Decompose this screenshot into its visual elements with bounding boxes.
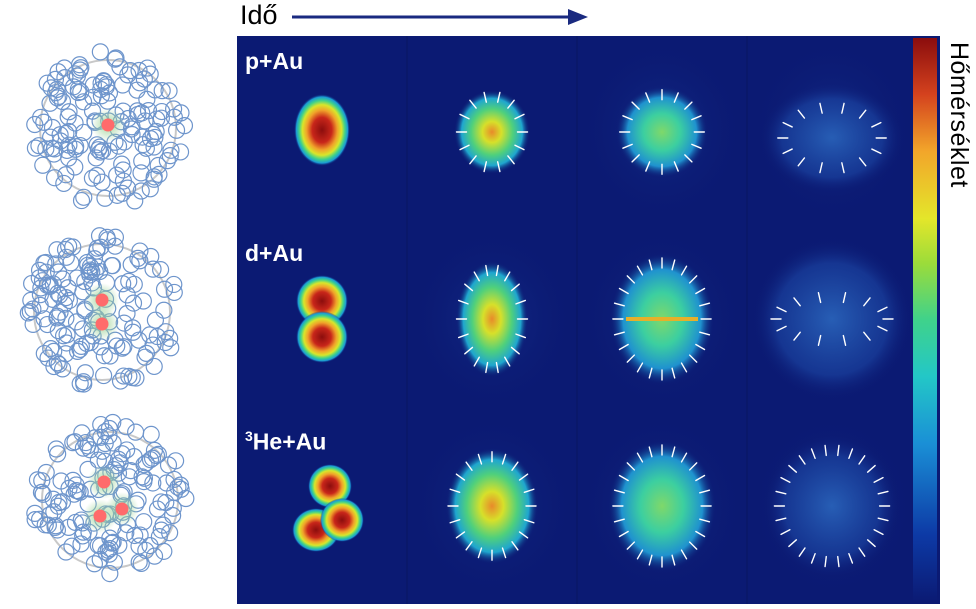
collision-geometry-column	[19, 43, 195, 583]
time-arrow	[292, 9, 588, 25]
colorbar-label: Hőmérséklet	[945, 42, 973, 188]
temperature-evolution-panel: p+Au d+Au 3He+Au	[237, 36, 940, 604]
geometry-p-au	[26, 43, 194, 210]
row-label-he-au: 3He+Au	[245, 428, 327, 455]
time-axis-label: Idő	[240, 0, 278, 30]
geometry-d-au	[19, 227, 183, 393]
row-label-d-au: d+Au	[245, 240, 304, 266]
evolution-grid	[292, 36, 915, 604]
geometry-he-au	[26, 413, 195, 583]
row-label-p-au: p+Au	[245, 48, 304, 74]
temperature-colorbar	[913, 38, 937, 602]
